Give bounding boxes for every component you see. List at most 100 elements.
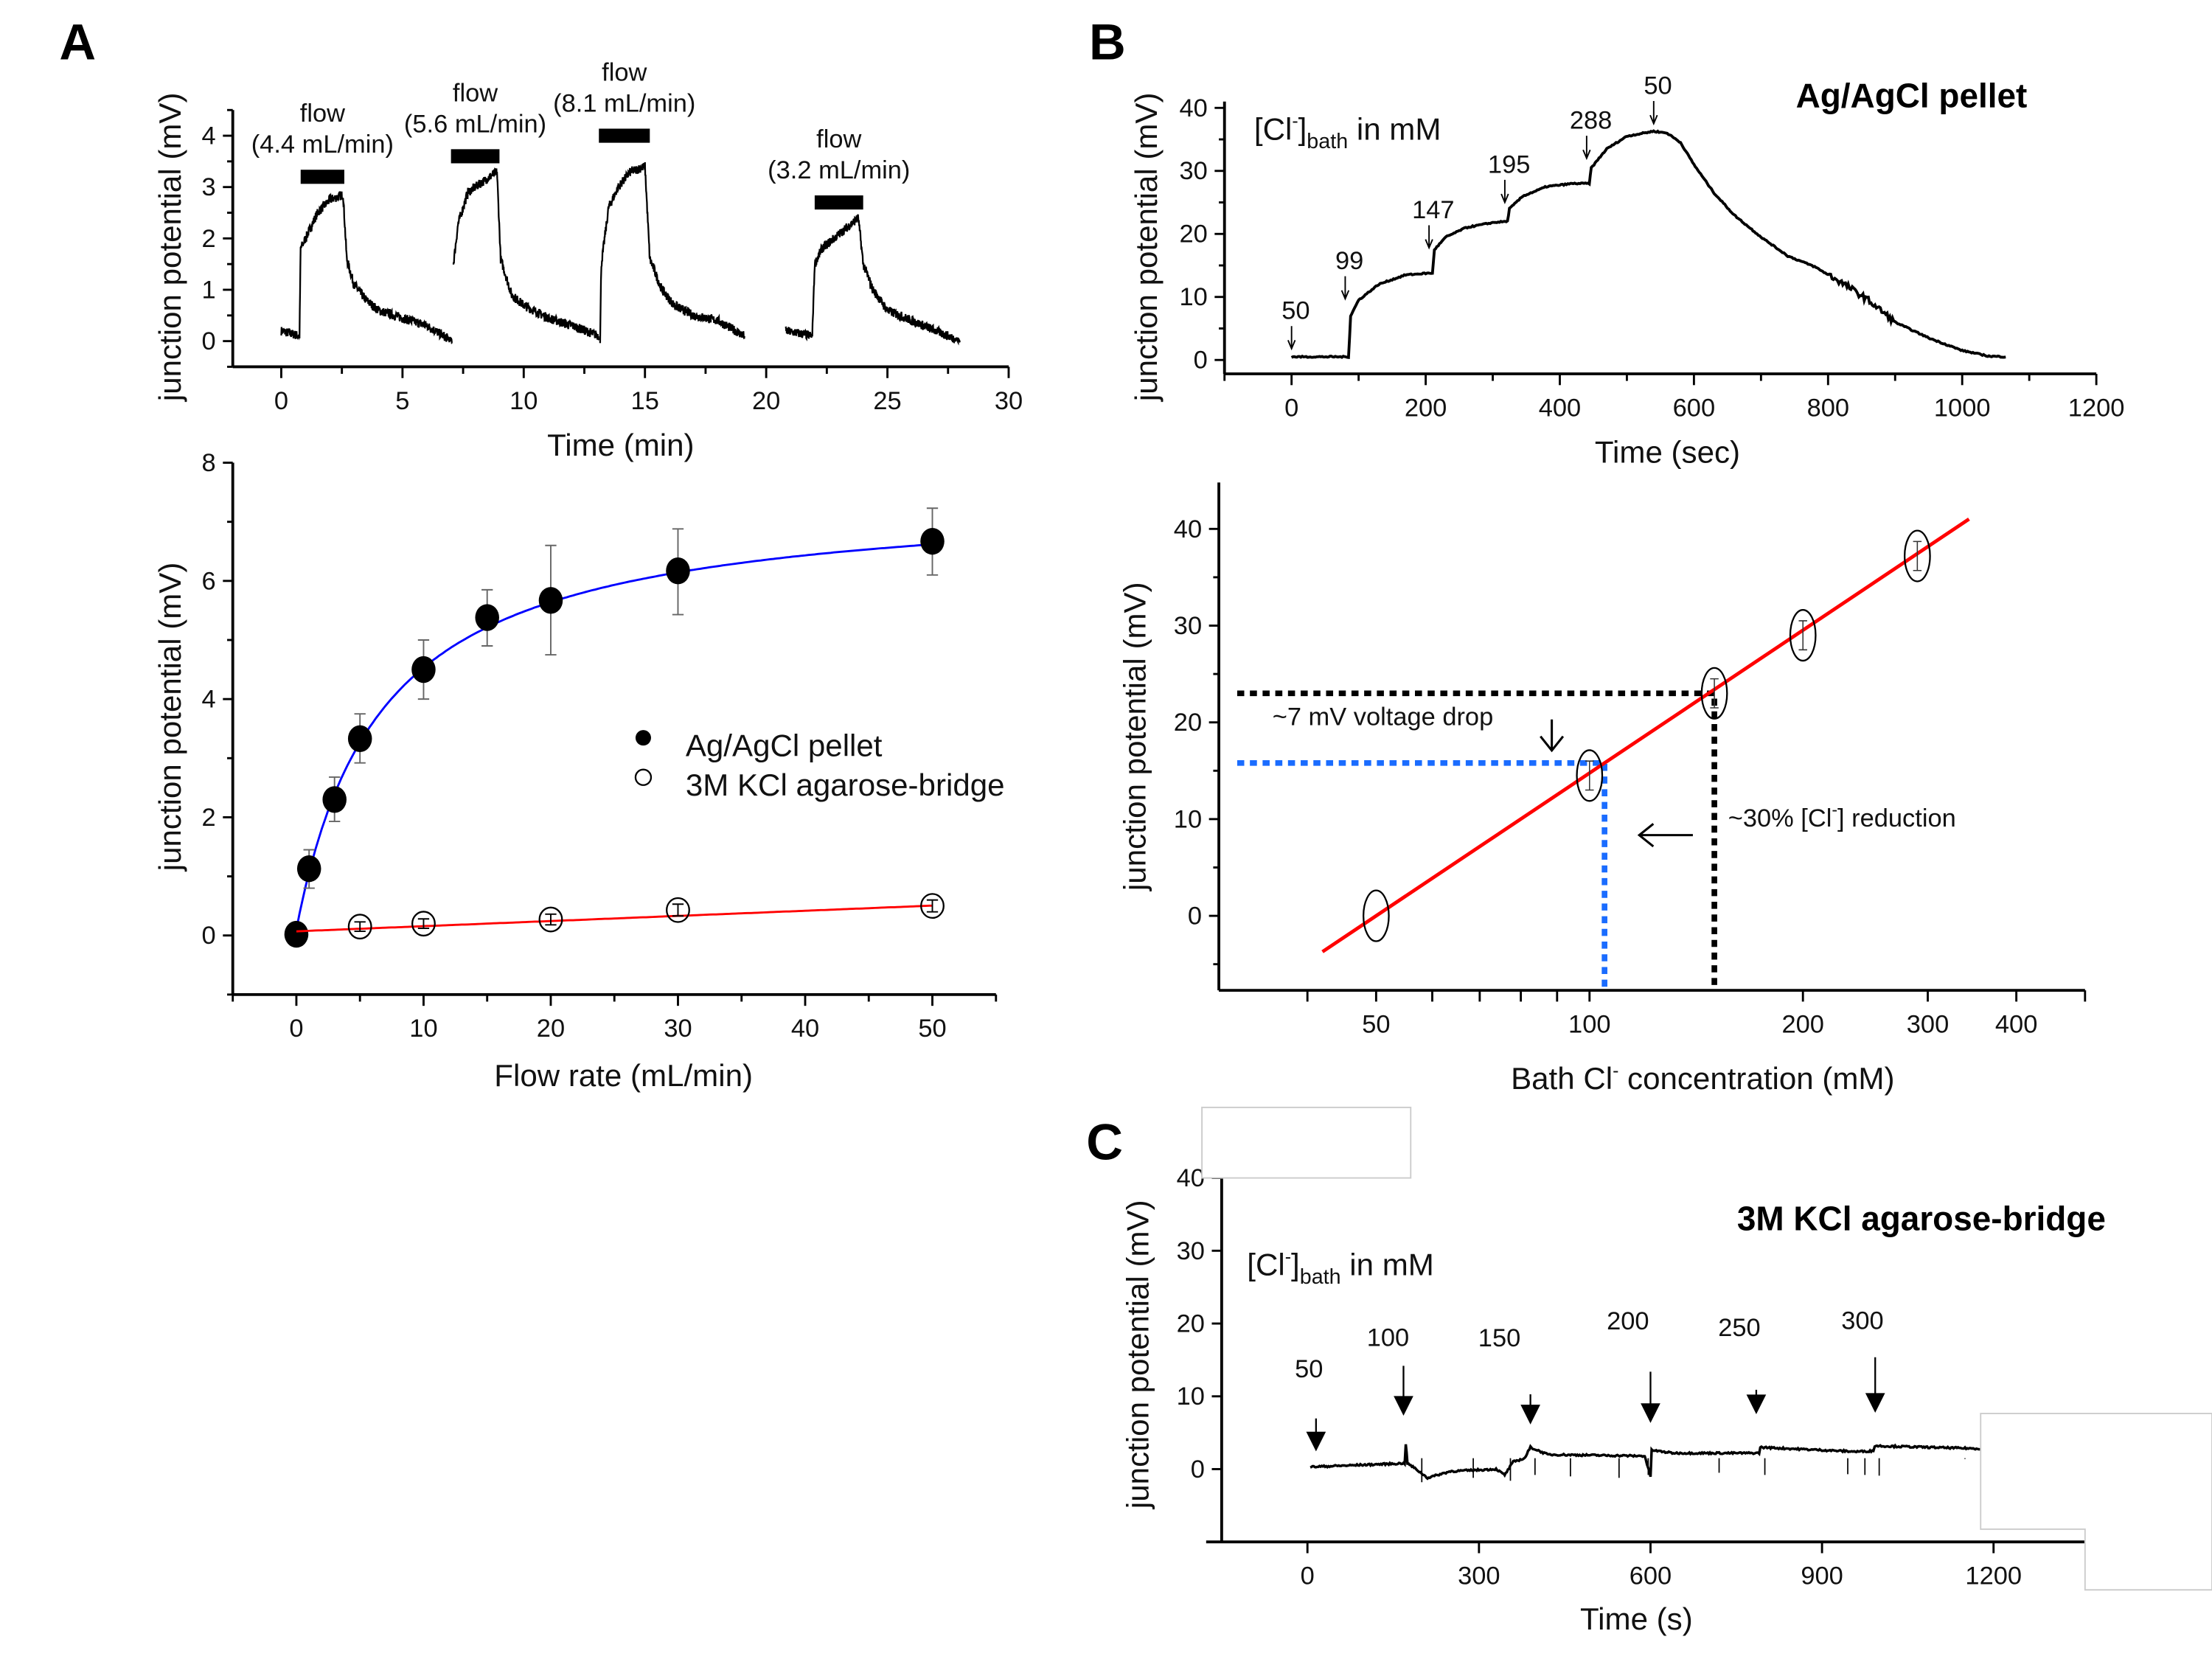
error-bar [1798, 620, 1807, 651]
chart-title: 3M KCl agarose-bridge [1737, 1199, 2106, 1237]
error-bar [1585, 760, 1594, 791]
chart-b-top: junction potential (mV) Time (sec) Ag/Ag… [1129, 72, 2125, 469]
chart-b-bottom: junction potential (mV) Bath Cl- concent… [1118, 482, 2087, 1096]
flow-label: flow [816, 125, 861, 153]
x-tick-label: 10 [509, 387, 538, 415]
down-arrow-icon [1649, 101, 1658, 126]
y-tick-label: 0 [202, 327, 216, 355]
y-tick-label: 0 [1191, 1455, 1205, 1484]
data-point [920, 893, 945, 919]
data-point [538, 906, 563, 933]
x-tick-label: 600 [1673, 394, 1715, 422]
legend-marker-filled [635, 730, 651, 746]
data-point [1576, 749, 1604, 802]
flow-bar [451, 149, 500, 164]
x-tick-label: 40 [791, 1015, 819, 1043]
concentration-marker-label: 150 [1478, 1324, 1520, 1352]
y-tick-label: 1 [202, 276, 216, 304]
axes [1206, 1178, 2085, 1544]
data-point [347, 914, 372, 940]
x-tick-label: 20 [537, 1015, 565, 1043]
trace-line [1290, 129, 2006, 359]
y-tick-label: 3 [202, 173, 216, 201]
x-axis-label: Time (min) [547, 428, 694, 462]
legend-label: 3M KCl agarose-bridge [686, 768, 1005, 802]
chart-c: junction potential (mV) Time (s) 3M KCl … [1120, 1164, 2105, 1636]
data-point [411, 911, 436, 937]
concentration-label: [Cl-]bath in mM [1254, 111, 1441, 153]
flow-rate-label: (8.1 mL/min) [553, 90, 695, 118]
down-arrow-icon [1641, 1371, 1660, 1423]
concentration-marker-label: 288 [1570, 107, 1612, 135]
x-tick-label: 10 [409, 1015, 437, 1043]
x-tick-label: 400 [1539, 394, 1581, 422]
y-tick-label: 8 [202, 449, 216, 477]
reduction-annotation: ~30% [Cl-] reduction [1728, 800, 1956, 832]
x-tick-label: 5 [395, 387, 409, 415]
panel-label-b: B [1089, 13, 1126, 70]
concentration-marker-label: 250 [1718, 1314, 1760, 1342]
y-tick-label: 40 [1174, 515, 1202, 543]
flow-rate-label: (3.2 mL/min) [768, 156, 910, 184]
error-bar [545, 913, 557, 926]
y-tick-label: 20 [1177, 1310, 1205, 1338]
y-tick-label: 10 [1174, 805, 1202, 833]
error-bar [417, 918, 430, 930]
y-axis-label: junction potential (mV) [1129, 92, 1164, 403]
y-tick-label: 0 [1188, 902, 1202, 931]
trace-line [785, 214, 961, 346]
y-tick-label: 0 [1194, 347, 1208, 375]
x-axis-label: Time (s) [1580, 1601, 1693, 1636]
x-tick-label: 25 [873, 387, 901, 415]
concentration-marker-label: 147 [1412, 196, 1454, 224]
concentration-marker-label: 195 [1488, 150, 1530, 178]
data-point [920, 527, 945, 555]
panel-label-a: A [59, 13, 96, 70]
y-tick-label: 4 [202, 122, 216, 150]
y-tick-label: 2 [202, 225, 216, 253]
concentration-marker-label: 50 [1281, 297, 1310, 325]
x-tick-label: 200 [1781, 1011, 1823, 1039]
x-axis-label: Bath Cl- concentration (mM) [1511, 1060, 1894, 1096]
flow-label: flow [453, 79, 498, 107]
y-axis-label: junction potential (mV) [153, 92, 187, 403]
flow-bar [300, 170, 344, 184]
x-tick-label: 800 [1807, 394, 1849, 422]
y-tick-label: 40 [1179, 94, 1207, 122]
y-tick-label: 10 [1177, 1382, 1205, 1411]
data-point [666, 897, 690, 923]
trace-line [599, 161, 745, 344]
concentration-marker-label: 99 [1335, 247, 1363, 275]
legend-label: Ag/AgCl pellet [686, 728, 883, 763]
chart-title: Ag/AgCl pellet [1796, 76, 2028, 114]
x-tick-label: 400 [1995, 1011, 2037, 1039]
data-point [411, 655, 436, 684]
y-tick-label: 30 [1177, 1237, 1205, 1265]
x-tick-label: 1200 [2068, 394, 2125, 422]
x-tick-label: 1000 [1934, 394, 1991, 422]
concentration-marker-label: 200 [1607, 1307, 1649, 1335]
x-tick-label: 300 [1458, 1562, 1500, 1590]
x-tick-label: 300 [1907, 1011, 1949, 1039]
data-point [475, 604, 499, 631]
data-point [296, 855, 321, 883]
data-point [1903, 529, 1931, 582]
legend: Ag/AgCl pellet 3M KCl agarose-bridge [634, 728, 1005, 802]
flow-rate-label: (5.6 mL/min) [404, 110, 546, 138]
y-tick-label: 20 [1179, 220, 1207, 248]
down-arrow-icon [1746, 1389, 1767, 1415]
error-bar [354, 921, 366, 933]
flow-rate-label: (4.4 mL/min) [251, 131, 394, 159]
down-arrow-icon [1500, 179, 1509, 205]
chart-a-top: junction potential (mV) Time (min) 0 5 10 1… [153, 58, 1023, 462]
concentration-marker-label: 100 [1367, 1324, 1409, 1352]
fit-curve [295, 543, 933, 930]
voltage-drop-annotation: ~7 mV voltage drop [1273, 703, 1493, 731]
left-arrow-icon [1637, 823, 1693, 848]
concentration-marker-label: 300 [1841, 1307, 1883, 1335]
y-tick-label: 20 [1174, 709, 1202, 737]
flow-bar [599, 128, 650, 143]
down-arrow-icon [1540, 719, 1565, 753]
error-bar [1710, 678, 1719, 709]
